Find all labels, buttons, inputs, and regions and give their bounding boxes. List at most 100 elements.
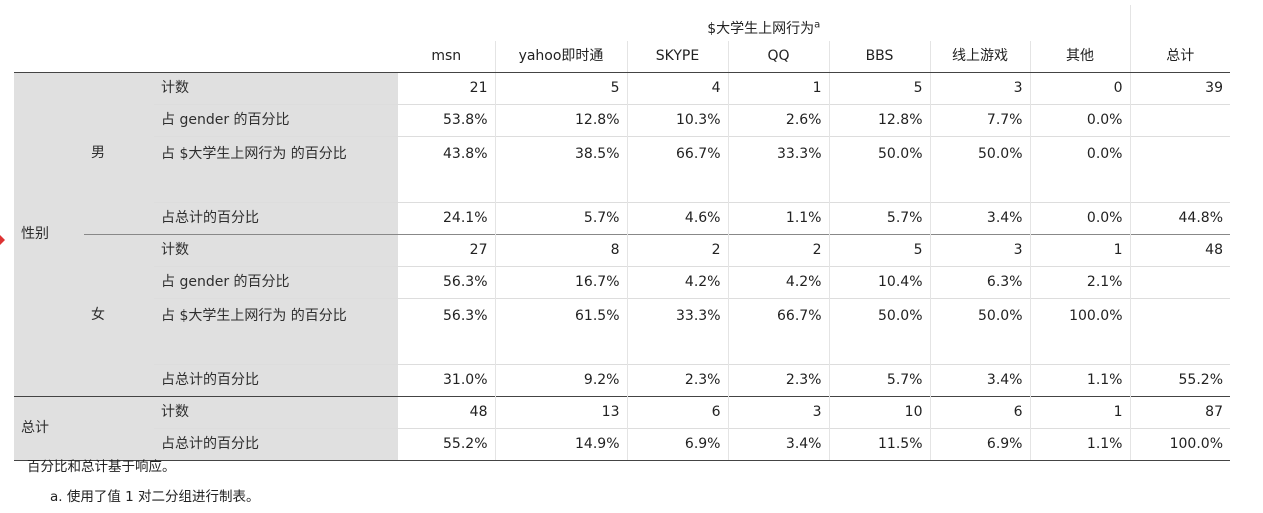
statistic-label: 占 $大学生上网行为 的百分比 xyxy=(154,298,398,365)
total-label: 总计 xyxy=(14,396,154,461)
table-cell xyxy=(1129,266,1230,299)
table-cell: 50.0% xyxy=(929,136,1030,203)
table-cell: 11.5% xyxy=(828,428,930,461)
table-cell: 6.3% xyxy=(929,266,1030,299)
statistic-label: 占总计的百分比 xyxy=(154,364,398,397)
table-cell: 33.3% xyxy=(626,298,728,365)
crosstab-table: $大学生上网行为a msn yahoo即时通 SKYPE QQ BBS 线上游戏 其他 总计 … xyxy=(14,5,1230,461)
table-cell: 0 xyxy=(1029,72,1130,105)
table-cell: 2 xyxy=(727,234,829,267)
table-row: 总计 计数 48 13 6 3 10 6 1 87 xyxy=(14,396,1230,461)
column-header: BBS xyxy=(828,41,930,73)
table-cell: 56.3% xyxy=(398,266,495,299)
column-header: SKYPE xyxy=(626,41,728,73)
statistic-label: 计数 xyxy=(154,72,398,105)
table-cell xyxy=(1129,298,1230,365)
table-cell: 4.2% xyxy=(727,266,829,299)
table-cell: 3.4% xyxy=(929,364,1030,397)
table-cell: 13 xyxy=(494,396,627,429)
table-cell: 48 xyxy=(1129,234,1230,267)
table-cell: 38.5% xyxy=(494,136,627,203)
table-cell: 7.7% xyxy=(929,104,1030,137)
column-header: 线上游戏 xyxy=(929,41,1030,73)
statistic-label: 计数 xyxy=(154,396,398,429)
table-cell: 4 xyxy=(626,72,728,105)
table-cell: 50.0% xyxy=(929,298,1030,365)
table-row: 占总计的百分比 24.1% 5.7% 4.6% 1.1% 5.7% 3.4% 0.0% 44.8… xyxy=(14,202,1230,235)
table-cell: 6.9% xyxy=(626,428,728,461)
table-cell: 66.7% xyxy=(727,298,829,365)
table-cell: 2.3% xyxy=(727,364,829,397)
table-cell: 2 xyxy=(626,234,728,267)
table-cell: 5.7% xyxy=(494,202,627,235)
table-cell: 39 xyxy=(1129,72,1230,105)
table-row: 占总计的百分比 55.2% 14.9% 6.9% 3.4% 11.5% 6.9% 1.1% 10… xyxy=(14,428,1230,461)
table-cell: 6.9% xyxy=(929,428,1030,461)
table-cell: 2.6% xyxy=(727,104,829,137)
table-cell: 1 xyxy=(1029,396,1130,429)
table-cell: 4.2% xyxy=(626,266,728,299)
table-cell: 2.1% xyxy=(1029,266,1130,299)
table-cell: 12.8% xyxy=(828,104,930,137)
statistic-label: 占 gender 的百分比 xyxy=(154,104,398,137)
table-cell: 6 xyxy=(626,396,728,429)
group-title: $大学生上网行为a xyxy=(707,19,821,37)
table-row: 占 gender 的百分比 56.3% 16.7% 4.2% 4.2% 10.4% 6.3%… xyxy=(14,266,1230,299)
table-cell: 5.7% xyxy=(828,202,930,235)
statistic-label: 占 $大学生上网行为 的百分比 xyxy=(154,136,398,203)
statistic-label: 占总计的百分比 xyxy=(154,428,398,461)
statistic-label: 占 gender 的百分比 xyxy=(154,266,398,299)
table-cell xyxy=(1129,104,1230,137)
table-cell: 0.0% xyxy=(1029,202,1130,235)
table-cell: 50.0% xyxy=(828,136,930,203)
table-cell: 87 xyxy=(1129,396,1230,429)
table-row: 占总计的百分比 31.0% 9.2% 2.3% 2.3% 5.7% 3.4% 1.1% 55.2… xyxy=(14,364,1230,397)
column-header: msn xyxy=(398,41,495,73)
row-variable-label: 性别 xyxy=(14,72,84,397)
statistic-label: 占总计的百分比 xyxy=(154,202,398,235)
table-cell: 12.8% xyxy=(494,104,627,137)
table-cell: 53.8% xyxy=(398,104,495,137)
table-cell: 5 xyxy=(494,72,627,105)
table-cell: 5 xyxy=(828,234,930,267)
row-marker-icon xyxy=(0,235,5,245)
table-cell: 31.0% xyxy=(398,364,495,397)
table-row: 女计数 27 8 2 2 5 3 1 48 xyxy=(14,234,1230,397)
column-header: QQ xyxy=(727,41,829,73)
table-cell: 43.8% xyxy=(398,136,495,203)
table-cell: 48 xyxy=(398,396,495,429)
table-cell: 3.4% xyxy=(727,428,829,461)
column-header: yahoo即时通 xyxy=(494,41,627,73)
table-cell: 5.7% xyxy=(828,364,930,397)
table-cell: 100.0% xyxy=(1129,428,1230,461)
footnote-a: a. 使用了值 1 对二分组进行制表。 xyxy=(50,489,260,505)
table-cell: 50.0% xyxy=(828,298,930,365)
table-cell: 16.7% xyxy=(494,266,627,299)
table-cell: 55.2% xyxy=(398,428,495,461)
table-cell: 14.9% xyxy=(494,428,627,461)
table-row: 占 $大学生上网行为 的百分比 43.8% 38.5% 66.7% 33.3% 50.0%… xyxy=(14,136,1230,203)
table-cell: 8 xyxy=(494,234,627,267)
column-header: 其他 xyxy=(1029,41,1130,73)
table-cell: 66.7% xyxy=(626,136,728,203)
table-cell: 1.1% xyxy=(1029,364,1130,397)
table-cell: 0.0% xyxy=(1029,136,1130,203)
table-cell: 27 xyxy=(398,234,495,267)
table-cell: 56.3% xyxy=(398,298,495,365)
footnote-responses: 百分比和总计基于响应。 xyxy=(27,459,176,475)
statistic-label: 计数 xyxy=(154,234,398,267)
table-cell xyxy=(1129,136,1230,203)
table-cell: 10.3% xyxy=(626,104,728,137)
table-cell: 3 xyxy=(929,234,1030,267)
table-cell: 6 xyxy=(929,396,1030,429)
table-cell: 10 xyxy=(828,396,930,429)
table-row: 占 $大学生上网行为 的百分比 56.3% 61.5% 33.3% 66.7% 50.0%… xyxy=(14,298,1230,365)
table-cell: 1 xyxy=(727,72,829,105)
table-cell: 9.2% xyxy=(494,364,627,397)
table-cell: 33.3% xyxy=(727,136,829,203)
column-header: 总计 xyxy=(1129,41,1230,73)
table-cell: 3 xyxy=(929,72,1030,105)
table-cell: 100.0% xyxy=(1029,298,1130,365)
table-cell: 3.4% xyxy=(929,202,1030,235)
table-cell: 0.0% xyxy=(1029,104,1130,137)
